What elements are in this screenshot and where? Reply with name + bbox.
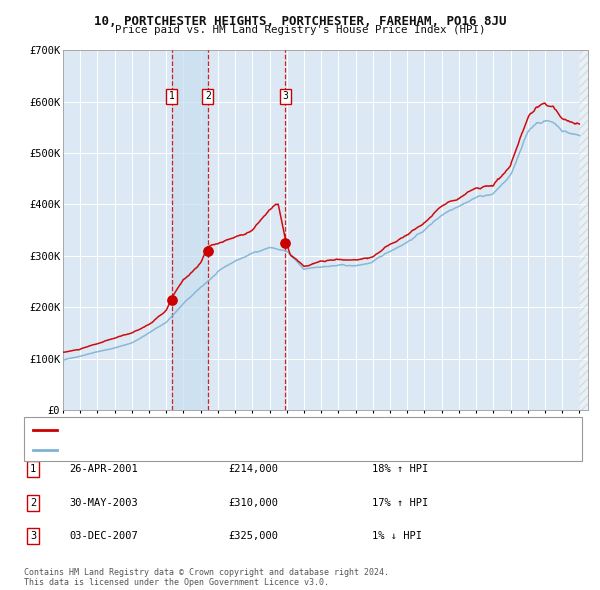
Point [203, 246, 212, 255]
Text: 1: 1 [169, 91, 175, 101]
Point [167, 296, 176, 305]
Text: 1: 1 [30, 464, 36, 474]
Text: £325,000: £325,000 [228, 532, 278, 541]
Text: £310,000: £310,000 [228, 498, 278, 507]
Text: 2: 2 [30, 498, 36, 507]
Text: 10, PORTCHESTER HEIGHTS, PORTCHESTER, FAREHAM, PO16 8JU: 10, PORTCHESTER HEIGHTS, PORTCHESTER, FA… [94, 15, 506, 28]
Point [281, 238, 290, 248]
Text: 18% ↑ HPI: 18% ↑ HPI [372, 464, 428, 474]
Text: 10, PORTCHESTER HEIGHTS, PORTCHESTER, FAREHAM, PO16 8JU (detached house): 10, PORTCHESTER HEIGHTS, PORTCHESTER, FA… [63, 425, 477, 434]
Text: 2: 2 [205, 91, 211, 101]
Text: 3: 3 [283, 91, 289, 101]
Text: 03-DEC-2007: 03-DEC-2007 [69, 532, 138, 541]
Bar [580, 50, 588, 410]
Text: 26-APR-2001: 26-APR-2001 [69, 464, 138, 474]
Text: 17% ↑ HPI: 17% ↑ HPI [372, 498, 428, 507]
Text: Price paid vs. HM Land Registry's House Price Index (HPI): Price paid vs. HM Land Registry's House … [115, 25, 485, 35]
Text: 3: 3 [30, 532, 36, 541]
Text: Contains HM Land Registry data © Crown copyright and database right 2024.
This d: Contains HM Land Registry data © Crown c… [24, 568, 389, 587]
Text: 30-MAY-2003: 30-MAY-2003 [69, 498, 138, 507]
Bar [172, 50, 208, 410]
Text: 1% ↓ HPI: 1% ↓ HPI [372, 532, 422, 541]
Text: HPI: Average price, detached house, Fareham: HPI: Average price, detached house, Fare… [63, 445, 310, 454]
Text: £214,000: £214,000 [228, 464, 278, 474]
